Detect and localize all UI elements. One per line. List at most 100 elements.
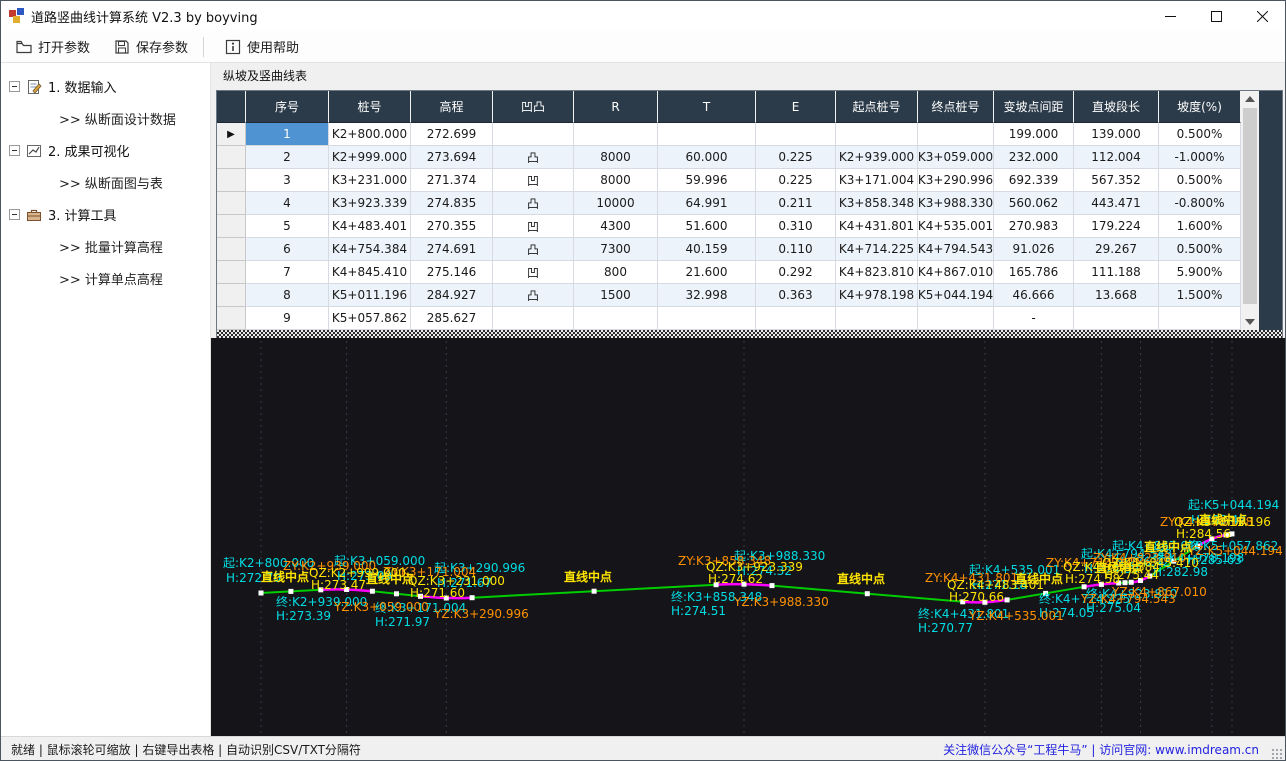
grid-cell[interactable]: 凸	[493, 238, 574, 261]
grid-cell[interactable]: 0.500%	[1159, 238, 1241, 261]
scrollbar-thumb[interactable]	[1243, 108, 1257, 304]
grid-cell[interactable]: 8000	[574, 169, 658, 192]
grid-cell[interactable]	[493, 123, 574, 146]
grid-cell[interactable]: 5.900%	[1159, 261, 1241, 284]
tree-item-calc-tools[interactable]: 3. 计算工具	[9, 205, 117, 224]
grid-cell[interactable]: K5+011.196	[329, 284, 411, 307]
grid-cell[interactable]: 7	[246, 261, 329, 284]
grid-cell[interactable]: 1.500%	[1159, 284, 1241, 307]
grid-cell[interactable]: 60.000	[658, 146, 756, 169]
grid-cell[interactable]	[658, 123, 756, 146]
grid-cell[interactable]: K4+823.810	[836, 261, 918, 284]
tree-item-data-input[interactable]: 1. 数据输入	[9, 77, 117, 96]
grid-cell[interactable]	[836, 123, 918, 146]
row-header-cell[interactable]	[217, 307, 246, 330]
grid-cell[interactable]	[1074, 307, 1159, 330]
grid-cell[interactable]: K4+794.543	[918, 238, 994, 261]
tree-item-single-point-elevation[interactable]: >> 计算单点高程	[59, 269, 163, 288]
row-header-cell[interactable]	[217, 192, 246, 215]
grid-cell[interactable]: -1.000%	[1159, 146, 1241, 169]
grid-cell[interactable]: 111.188	[1074, 261, 1159, 284]
grid-cell[interactable]: 1	[246, 123, 329, 146]
grid-cell[interactable]: 51.600	[658, 215, 756, 238]
grid-cell[interactable]: 0.225	[756, 169, 836, 192]
grid-cell[interactable]: 32.998	[658, 284, 756, 307]
grid-cell[interactable]: K3+923.339	[329, 192, 411, 215]
grid-cell[interactable]: K3+231.000	[329, 169, 411, 192]
grid-header-cell[interactable]: 起点桩号	[836, 91, 918, 123]
grid-cell[interactable]: 5	[246, 215, 329, 238]
grid-cell[interactable]: K4+714.225	[836, 238, 918, 261]
grid-cell[interactable]	[1159, 307, 1241, 330]
grid-cell[interactable]: 凹	[493, 215, 574, 238]
grid-cell[interactable]: K4+978.198	[836, 284, 918, 307]
grid-cell[interactable]: 0.500%	[1159, 123, 1241, 146]
grid-cell[interactable]: 凸	[493, 284, 574, 307]
grid-vertical-scrollbar[interactable]	[1241, 91, 1259, 330]
row-header-cell[interactable]	[217, 284, 246, 307]
grid-cell[interactable]: 112.004	[1074, 146, 1159, 169]
grid-cell[interactable]: 1.600%	[1159, 215, 1241, 238]
grid-header-cell[interactable]: R	[574, 91, 658, 123]
row-header-cell[interactable]	[217, 238, 246, 261]
grid-cell[interactable]: 273.694	[411, 146, 493, 169]
grid-cell[interactable]: 59.996	[658, 169, 756, 192]
minimize-button[interactable]	[1147, 1, 1193, 31]
grid-cell[interactable]: 179.224	[1074, 215, 1159, 238]
grid-cell[interactable]: 8	[246, 284, 329, 307]
grid-header-cell[interactable]: 变坡点间距	[994, 91, 1074, 123]
grid-header-cell[interactable]: 序号	[246, 91, 329, 123]
maximize-button[interactable]	[1193, 1, 1239, 31]
row-header-cell[interactable]	[217, 169, 246, 192]
status-link[interactable]: 关注微信公众号“工程牛马” | 访问官网: www.imdream.cn	[943, 741, 1259, 758]
grid-header-cell[interactable]: E	[756, 91, 836, 123]
grid-header-cell[interactable]: 坡度(%)	[1159, 91, 1241, 123]
grid-cell[interactable]: 270.983	[994, 215, 1074, 238]
grid-cell[interactable]: 139.000	[1074, 123, 1159, 146]
grid-header-cell[interactable]: 凹凸	[493, 91, 574, 123]
grid-cell[interactable]: 0.310	[756, 215, 836, 238]
grid-cell[interactable]: 6	[246, 238, 329, 261]
grid-cell[interactable]: 0.225	[756, 146, 836, 169]
grid-cell[interactable]	[658, 307, 756, 330]
grid-cell[interactable]: 29.267	[1074, 238, 1159, 261]
grid-cell[interactable]: 275.146	[411, 261, 493, 284]
grid-cell[interactable]: K5+057.862	[329, 307, 411, 330]
grid-cell[interactable]: K4+483.401	[329, 215, 411, 238]
grid-cell[interactable]: 199.000	[994, 123, 1074, 146]
grid-cell[interactable]: -0.800%	[1159, 192, 1241, 215]
grid-cell[interactable]: K4+845.410	[329, 261, 411, 284]
grid-cell[interactable]: 46.666	[994, 284, 1074, 307]
grid-cell[interactable]: 285.627	[411, 307, 493, 330]
row-header-cell[interactable]	[217, 261, 246, 284]
profile-chart[interactable]: 起:K2+800.000H:272.70终:K2+939.000H:273.39…	[211, 338, 1286, 736]
grid-cell[interactable]: 272.699	[411, 123, 493, 146]
grid-cell[interactable]: 21.600	[658, 261, 756, 284]
grid-cell[interactable]	[918, 307, 994, 330]
grid-cell[interactable]: K5+044.194	[918, 284, 994, 307]
grid-cell[interactable]: 274.835	[411, 192, 493, 215]
grid-cell[interactable]: K3+059.000	[918, 146, 994, 169]
collapse-icon[interactable]	[9, 209, 20, 220]
grid-cell[interactable]: 271.374	[411, 169, 493, 192]
grid-cell[interactable]: K4+535.001	[918, 215, 994, 238]
grid-cell[interactable]: 9	[246, 307, 329, 330]
grid-cell[interactable]: 4300	[574, 215, 658, 238]
grid-cell[interactable]: 4	[246, 192, 329, 215]
grid-header-cell[interactable]: 直坡段长	[1074, 91, 1159, 123]
grid-cell[interactable]: 274.691	[411, 238, 493, 261]
grid-horizontal-scrollbar[interactable]	[217, 330, 1282, 338]
close-button[interactable]	[1239, 1, 1285, 31]
grid-cell[interactable]: 凹	[493, 261, 574, 284]
grid-cell[interactable]: 232.000	[994, 146, 1074, 169]
scroll-down-icon[interactable]	[1245, 319, 1255, 325]
collapse-icon[interactable]	[9, 81, 20, 92]
open-params-button[interactable]: 打开参数	[7, 33, 99, 60]
grid-cell[interactable]	[493, 307, 574, 330]
collapse-icon[interactable]	[9, 145, 20, 156]
row-header-cell[interactable]	[217, 215, 246, 238]
grid-cell[interactable]: 40.159	[658, 238, 756, 261]
grid-cell[interactable]: 0.292	[756, 261, 836, 284]
grid-header-cell[interactable]: T	[658, 91, 756, 123]
grid-cell[interactable]: 2	[246, 146, 329, 169]
